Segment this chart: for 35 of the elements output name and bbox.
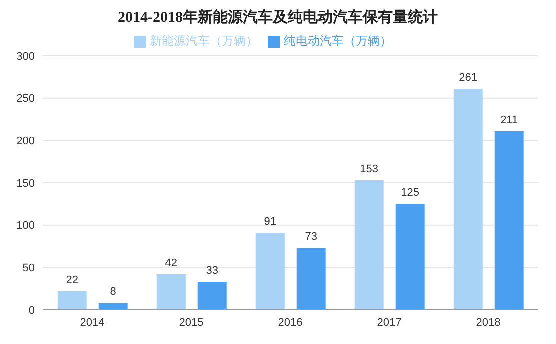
x-tick-label: 2016 — [278, 316, 303, 329]
x-tick-label: 2017 — [377, 316, 402, 329]
data-label: 261 — [459, 72, 478, 84]
legend-label: 新能源汽车（万辆） — [150, 34, 258, 48]
data-label: 8 — [110, 286, 116, 298]
y-tick-label: 100 — [16, 220, 35, 232]
bar — [198, 282, 227, 310]
y-tick-label: 0 — [28, 304, 35, 317]
bar — [58, 291, 87, 310]
legend-label: 纯电动汽车（万辆） — [284, 34, 392, 48]
bar — [98, 303, 128, 310]
bar — [454, 89, 483, 310]
chart-title: 2014-2018年新能源汽车及纯电动汽车保有量统计 — [117, 8, 439, 27]
y-tick-label: 50 — [22, 262, 35, 275]
data-label: 22 — [66, 274, 78, 286]
bar — [296, 248, 326, 310]
data-label: 73 — [305, 231, 318, 244]
y-tick-label: 300 — [16, 50, 35, 63]
bar — [396, 204, 425, 310]
bar — [256, 232, 285, 310]
x-tick-label: 2018 — [476, 316, 501, 329]
x-tick-label: 2014 — [80, 316, 105, 329]
y-tick-label: 250 — [16, 93, 35, 106]
bar — [156, 274, 186, 310]
data-label: 42 — [165, 257, 178, 270]
y-tick-label: 150 — [16, 178, 35, 190]
bar — [354, 180, 384, 310]
x-tick-label: 2015 — [179, 316, 204, 329]
data-label: 153 — [360, 163, 379, 176]
data-label: 211 — [500, 114, 518, 126]
data-label: 125 — [401, 187, 420, 200]
data-label: 91 — [264, 216, 276, 228]
data-label: 33 — [206, 265, 218, 278]
y-tick-label: 200 — [16, 136, 35, 148]
bar — [494, 131, 524, 310]
